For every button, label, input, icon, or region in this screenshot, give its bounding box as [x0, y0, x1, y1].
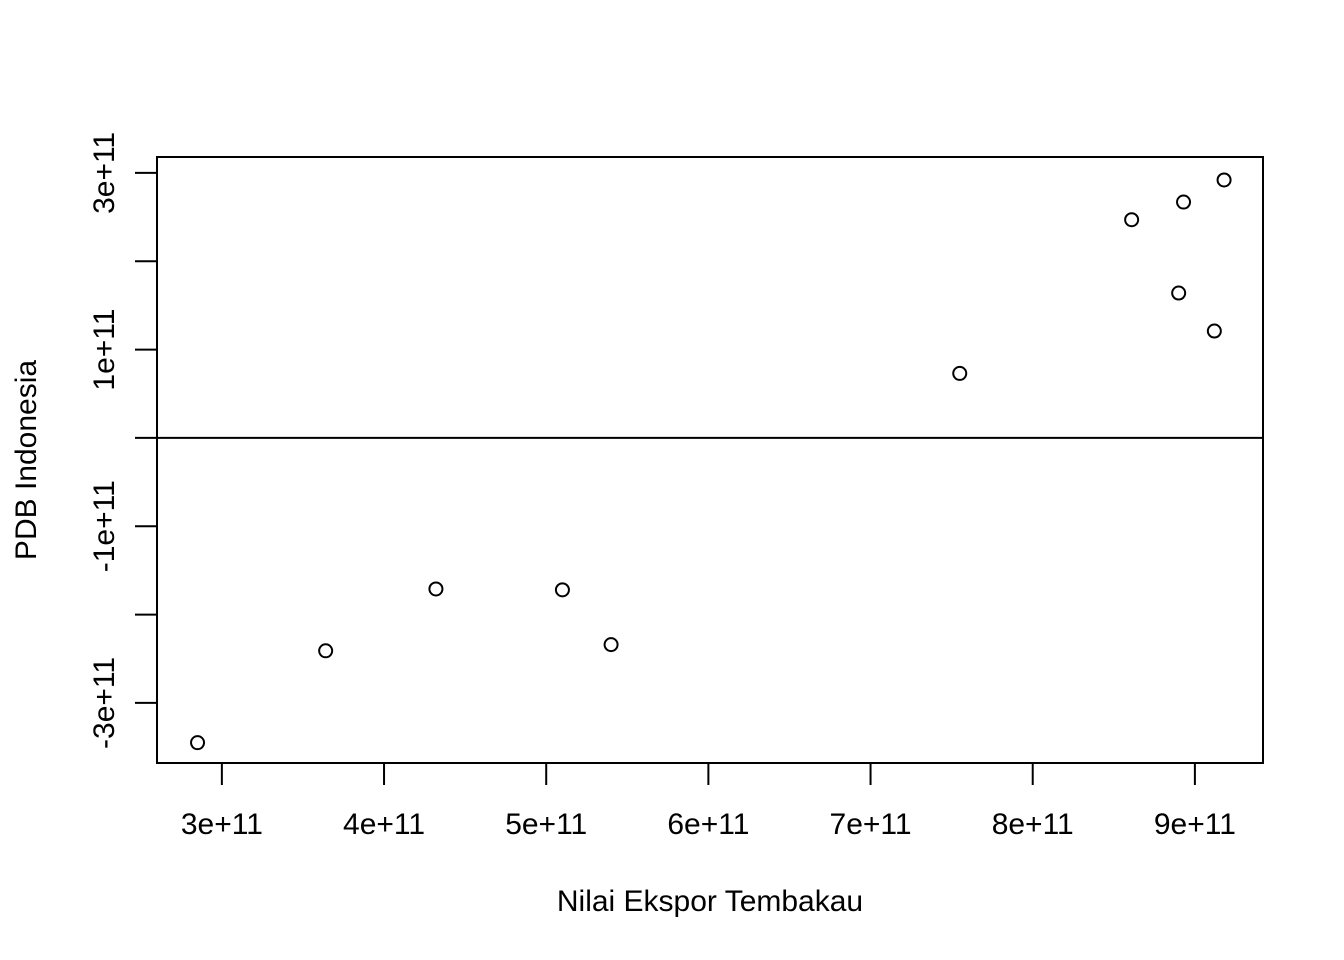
data-point	[1124, 212, 1140, 228]
data-point	[190, 735, 206, 751]
y-axis: -3e+11 -1e+11 1e+11 3e+11	[88, 132, 158, 749]
x-tick-label: 6e+11	[667, 808, 749, 841]
data-point	[603, 637, 619, 653]
data-point	[318, 643, 334, 659]
plot-frame	[156, 156, 1264, 764]
y-tick-label: 3e+11	[88, 132, 121, 214]
x-tick-label: 5e+11	[505, 808, 587, 841]
x-tick-label: 8e+11	[992, 808, 1074, 841]
data-point	[554, 582, 570, 598]
x-tick-label: 7e+11	[830, 808, 912, 841]
x-tick-label: 4e+11	[343, 808, 425, 841]
x-tick-label: 9e+11	[1154, 808, 1236, 841]
y-axis-title: PDB Indonesia	[10, 360, 43, 560]
data-points	[190, 172, 1232, 751]
data-point	[1171, 285, 1187, 301]
data-point	[428, 581, 444, 597]
data-point	[1176, 194, 1192, 210]
x-tick-label: 3e+11	[181, 808, 263, 841]
data-point	[1206, 323, 1222, 339]
y-tick-label: -3e+11	[88, 657, 121, 749]
y-tick-label: -1e+11	[88, 480, 121, 572]
x-axis-title: Nilai Ekspor Tembakau	[557, 885, 863, 918]
y-tick-label: 1e+11	[88, 309, 121, 391]
data-point	[952, 365, 968, 381]
data-point	[1216, 172, 1232, 188]
x-axis: 3e+11 4e+11 5e+11 6e+11 7e+11 8e+11 9e+11	[181, 762, 1236, 841]
